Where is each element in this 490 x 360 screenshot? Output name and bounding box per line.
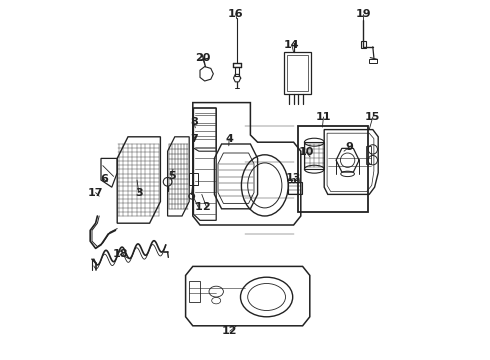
Text: 3: 3 (135, 188, 143, 198)
Bar (304, 142, 324, 169)
Text: 19: 19 (355, 9, 371, 19)
Bar (189, 173, 198, 185)
Text: 13: 13 (286, 173, 301, 183)
Text: 16: 16 (228, 9, 244, 19)
Text: 14: 14 (284, 40, 299, 50)
Bar (298, 126, 368, 212)
Text: 17: 17 (88, 188, 103, 198)
Bar (366, 146, 371, 164)
Bar (369, 59, 377, 63)
Text: 10: 10 (298, 147, 314, 157)
Text: 8: 8 (190, 117, 198, 127)
Text: 6: 6 (100, 174, 108, 184)
Text: 5: 5 (168, 171, 175, 181)
Bar (189, 281, 200, 302)
Text: 12: 12 (222, 326, 238, 336)
Text: 2: 2 (202, 202, 210, 212)
Text: 1: 1 (195, 202, 202, 212)
Bar (235, 67, 239, 76)
Text: 9: 9 (345, 142, 353, 152)
Bar (361, 41, 366, 48)
Text: 15: 15 (365, 112, 381, 122)
Text: 18: 18 (112, 249, 128, 259)
Bar (288, 182, 302, 194)
Bar (284, 52, 311, 94)
Text: 20: 20 (195, 53, 211, 63)
Text: 11: 11 (316, 112, 331, 122)
Text: 4: 4 (225, 134, 233, 144)
Bar (287, 55, 308, 91)
Text: 7: 7 (190, 134, 198, 144)
